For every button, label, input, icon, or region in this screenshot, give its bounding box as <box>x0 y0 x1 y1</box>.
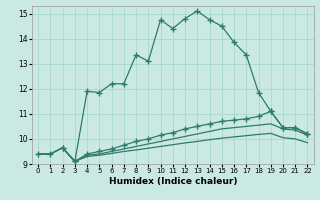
X-axis label: Humidex (Indice chaleur): Humidex (Indice chaleur) <box>108 177 237 186</box>
